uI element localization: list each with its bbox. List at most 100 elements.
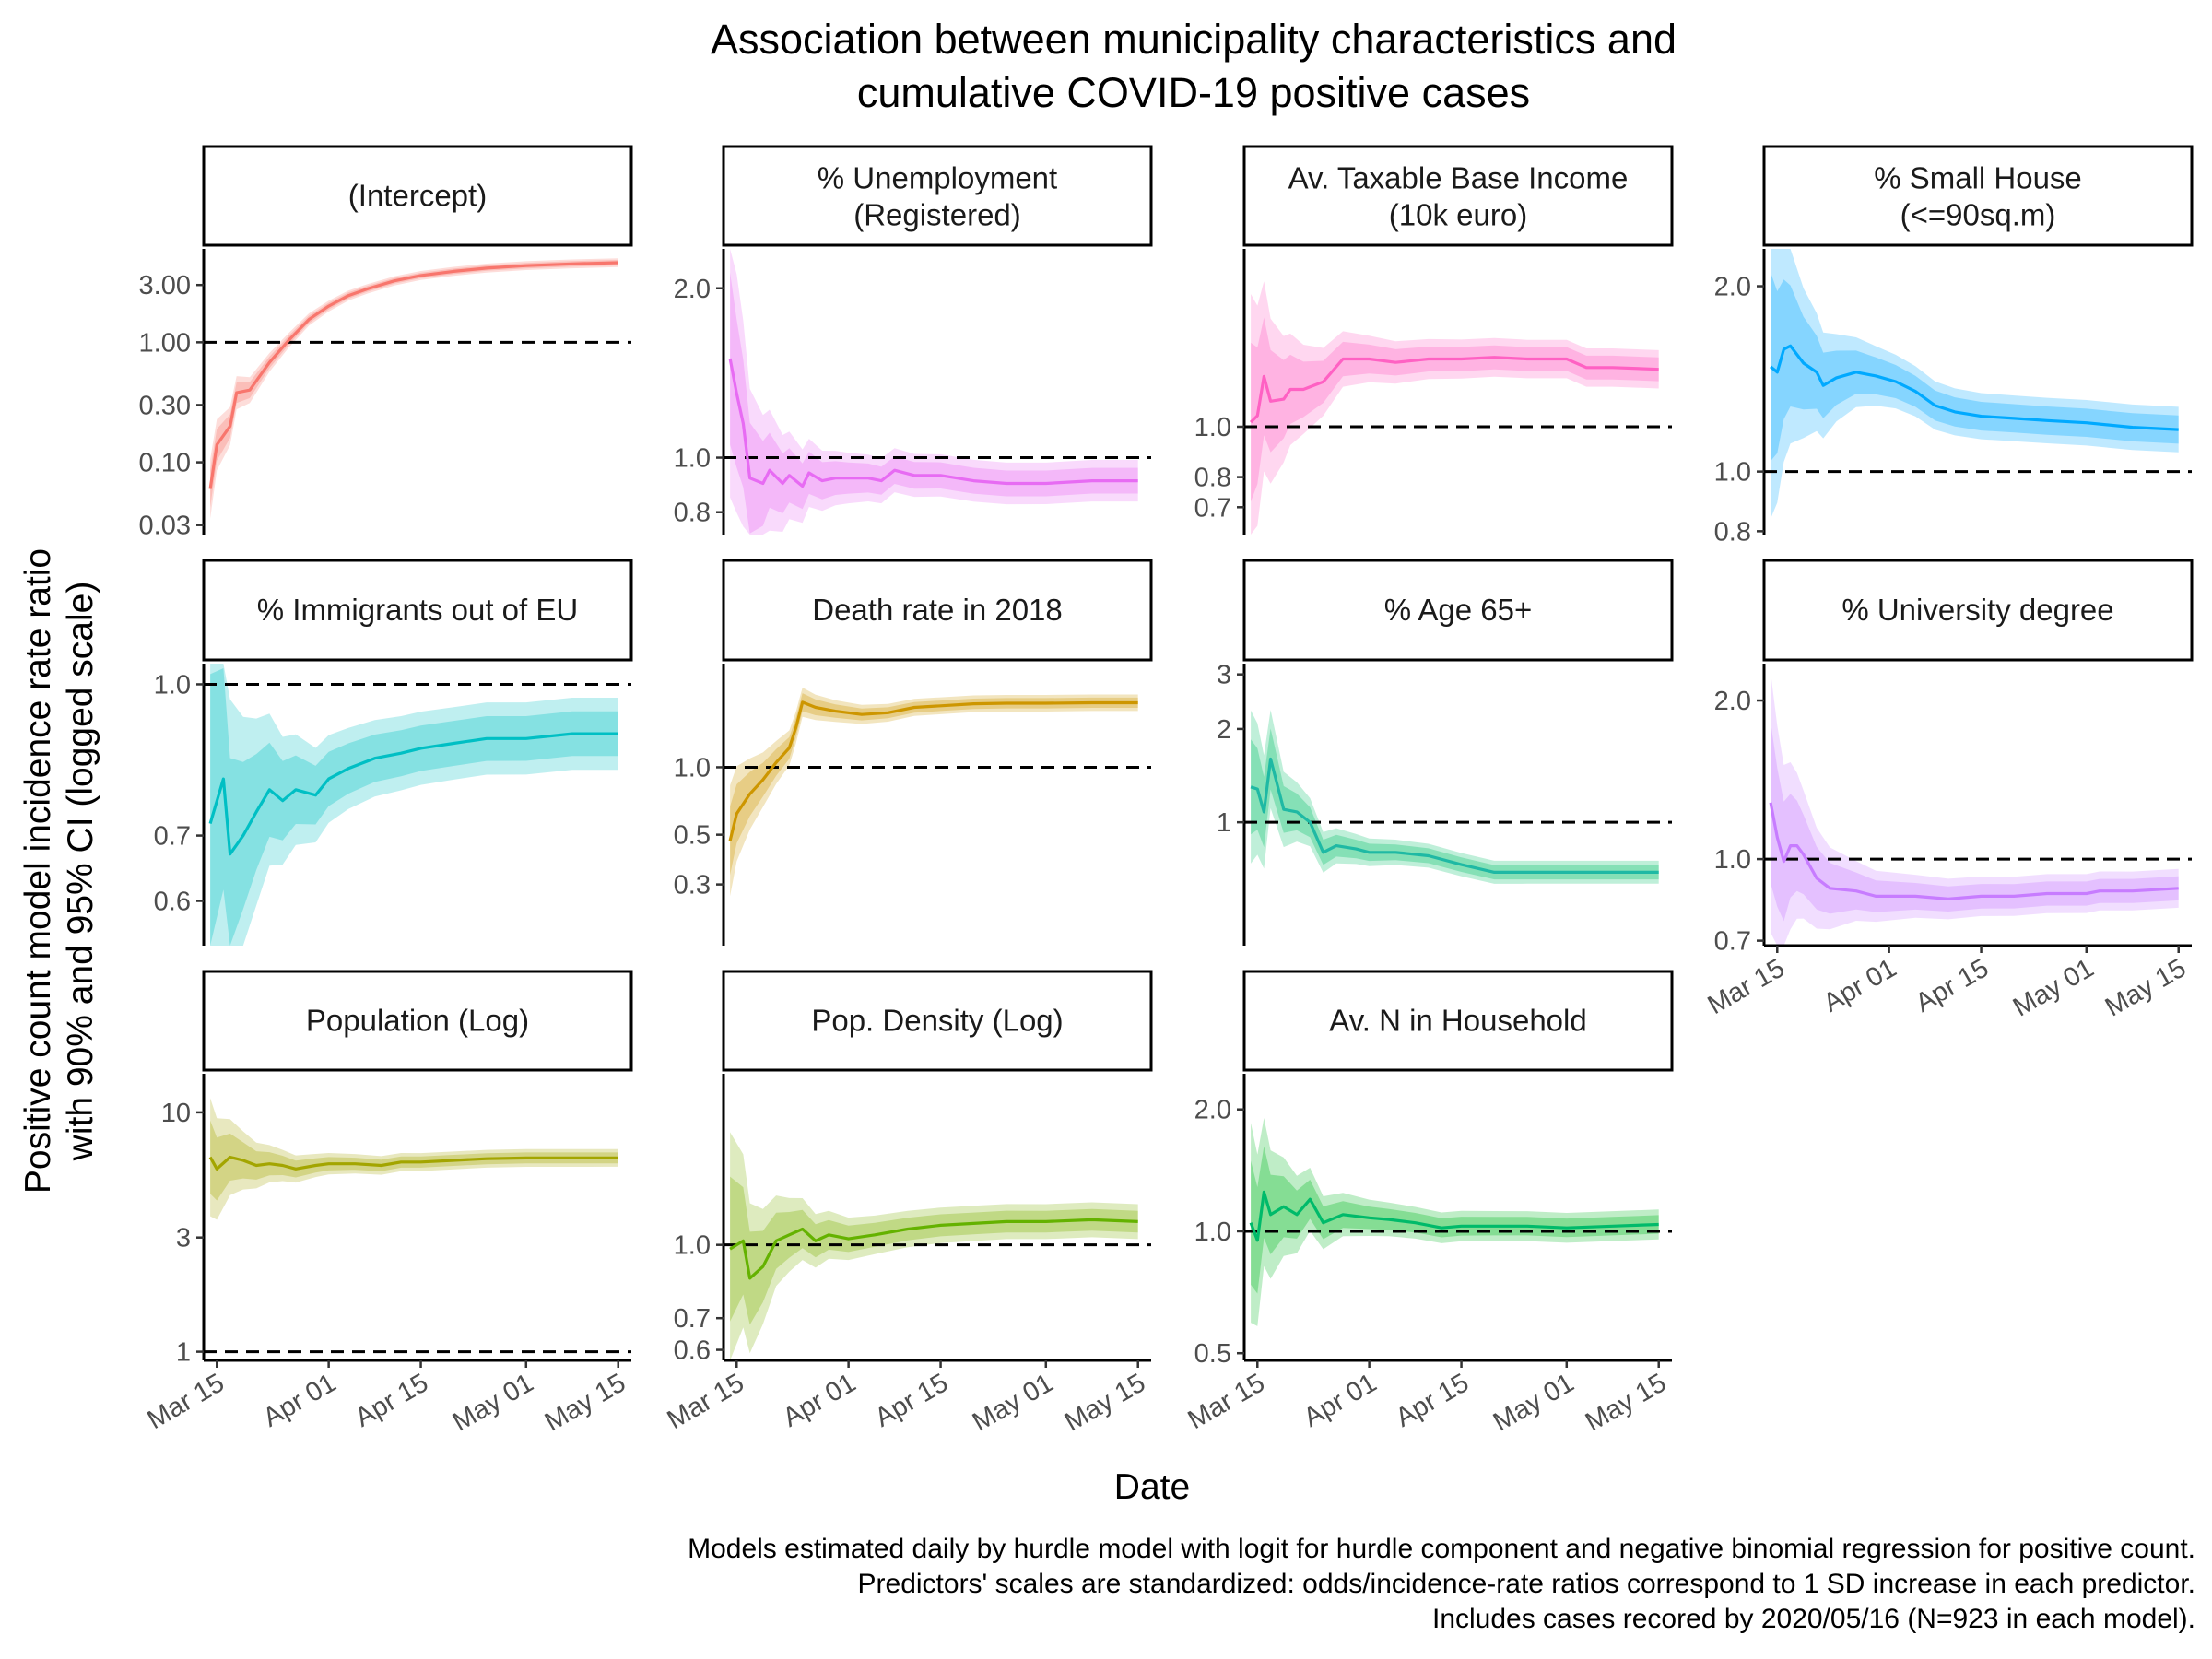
y-tick-label: 1.0 [1194,413,1231,442]
estimate-line [208,732,618,856]
facet-strip-label: Pop. Density (Log) [811,1004,1063,1038]
y-tick-label: 0.5 [1194,1339,1231,1369]
y-tick-label: 2.0 [1714,273,1751,302]
facet-strip-label: % Immigrants out of EU [257,593,578,627]
y-tick-label: 2.0 [1714,687,1751,716]
ci-95-band [210,664,618,946]
ci-90-band [210,260,618,508]
panel-intercept: (Intercept) 0.03 0.10 0.30 1.00 3.00 [139,145,633,541]
y-tick-label: 1.00 [139,328,191,358]
y-tick-label: 0.5 [674,821,711,851]
caption-line-2: Predictors' scales are standardized: odd… [858,1569,2195,1599]
ci-95-band [730,1132,1138,1360]
y-tick-label: 3.00 [139,271,191,300]
facet-strip [1242,559,1674,662]
estimate-line [1769,802,2179,901]
ci-90-band [1771,722,2179,922]
facet-strip [1762,145,2194,247]
x-tick-label: May 01 [448,1368,538,1437]
estimate-line [1250,757,1659,875]
y-tick-label: 0.7 [154,822,191,852]
estimate-line [208,1155,618,1171]
y-tick-label: 1.0 [1194,1218,1231,1247]
ci-95-band [210,258,618,519]
ci-95-band [1771,672,2179,946]
y-tick-label: 0.6 [154,888,191,917]
facet-strip-label: (Intercept) [348,179,487,213]
y-tick-label: 0.7 [1714,927,1751,957]
panel-av-n-in-household: Av. N in Household 0.5 1.0 2.0 Mar 15 Apr 01 A… [1183,970,1674,1438]
estimate-line [1249,356,1659,424]
y-axis-title: Positive count model incidence rate rati… [18,548,100,1194]
ci-95-band [1251,710,1659,884]
facet-panels: (Intercept) 0.03 0.10 0.30 1.00 3.00 % Unemplo… [139,145,2194,1438]
facet-strip-label: % Age 65+ [1384,593,1533,627]
ci-90-band [730,693,1138,876]
estimate-line [729,1218,1138,1280]
y-tick-label: 0.10 [139,449,191,478]
facet-strip-label: Av. N in Household [1329,1004,1586,1038]
x-tick-label: Apr 15 [1911,953,1994,1018]
y-tick-label: 1.0 [674,1231,711,1261]
ci-90-band [1251,728,1659,880]
y-tick-label: 0.03 [139,512,191,541]
panel-unemployment-registered: % Unemployment(Registered) 0.8 1.0 2.0 [674,145,1153,535]
facet-strip-label: Population (Log) [306,1004,529,1038]
x-tick-label: Apr 01 [1299,1368,1382,1432]
chart-title-line-1: Association between municipality charact… [711,16,1677,63]
y-axis-title-line-1: Positive count model incidence rate rati… [18,548,58,1194]
facet-strip [722,970,1153,1072]
estimate-line [728,358,1138,488]
ci-95-band [1251,1118,1659,1326]
x-tick-label: Apr 15 [350,1368,433,1432]
x-tick-label: May 01 [968,1368,1058,1437]
facet-strip-label: (<=90sq.m) [1900,198,2056,232]
y-tick-label: 1.0 [1714,458,1751,488]
x-tick-label: Apr 15 [870,1368,953,1432]
facet-strip [722,559,1153,662]
x-tick-label: May 15 [1060,1368,1150,1437]
ci-95-band [210,1098,618,1220]
y-tick-label: 0.7 [1194,493,1231,523]
x-tick-label: Apr 01 [778,1368,861,1432]
y-tick-label: 2 [1217,715,1231,745]
x-tick-label: Mar 15 [1703,953,1790,1020]
panel-age-65: % Age 65+ 1 2 3 [1217,559,1674,946]
panel-university-degree: % University degree 0.7 1.0 2.0 Mar 15 Apr 01… [1703,559,2194,1023]
y-tick-label: 0.7 [674,1304,711,1334]
y-tick-label: 1.0 [154,670,191,700]
y-tick-label: 3 [176,1224,191,1253]
x-tick-label: May 15 [2100,953,2191,1022]
y-tick-label: 0.30 [139,391,191,420]
facet-strip [1242,970,1674,1072]
panel-death-rate-in-2018: Death rate in 2018 0.3 0.5 1.0 [674,559,1153,946]
x-tick-label: Apr 01 [258,1368,341,1432]
ci-95-band [1771,249,2179,519]
ci-90-band [1251,1146,1659,1294]
x-tick-label: May 01 [1488,1368,1579,1437]
facet-strip [1762,559,2194,662]
y-tick-label: 0.6 [674,1336,711,1366]
caption-line-3: Includes cases recored by 2020/05/16 (N=… [1432,1604,2195,1634]
panel-pop-density-log: Pop. Density (Log) 0.60.7 1.0 Mar 15 Apr 01 A… [663,970,1153,1438]
facet-strip-label: (10k euro) [1389,198,1527,232]
y-tick-label: 0.3 [674,871,711,900]
estimate-line [728,700,1138,841]
estimate-line [1249,1190,1659,1242]
caption-line-1: Models estimated daily by hurdle model w… [688,1534,2195,1564]
y-tick-label: 10 [161,1099,191,1128]
panel-small-house-90sq-m: % Small House(<=90sq.m) 0.8 1.0 2.0 [1714,145,2194,547]
facet-strip [202,145,633,247]
x-tick-label: Mar 15 [663,1368,749,1435]
facet-strip [202,559,633,662]
facet-strip [722,145,1153,247]
y-tick-label: 2.0 [1194,1096,1231,1125]
y-tick-label: 0.8 [1194,464,1231,493]
y-tick-label: 0.8 [674,499,711,528]
ci-90-band [730,1176,1138,1325]
facet-strip [202,970,633,1072]
facet-strip-label: % Small House [1874,161,2082,195]
facet-strip-label: % Unemployment [818,161,1057,195]
facet-strip-label: Av. Taxable Base Income [1288,161,1629,195]
